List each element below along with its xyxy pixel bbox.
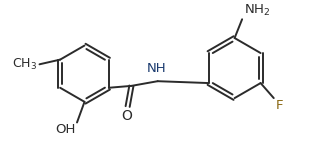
Text: OH: OH bbox=[55, 123, 75, 136]
Text: NH$_2$: NH$_2$ bbox=[244, 3, 270, 18]
Text: O: O bbox=[121, 109, 132, 123]
Text: F: F bbox=[276, 99, 283, 112]
Text: CH$_3$: CH$_3$ bbox=[13, 57, 38, 72]
Text: NH: NH bbox=[147, 62, 166, 75]
